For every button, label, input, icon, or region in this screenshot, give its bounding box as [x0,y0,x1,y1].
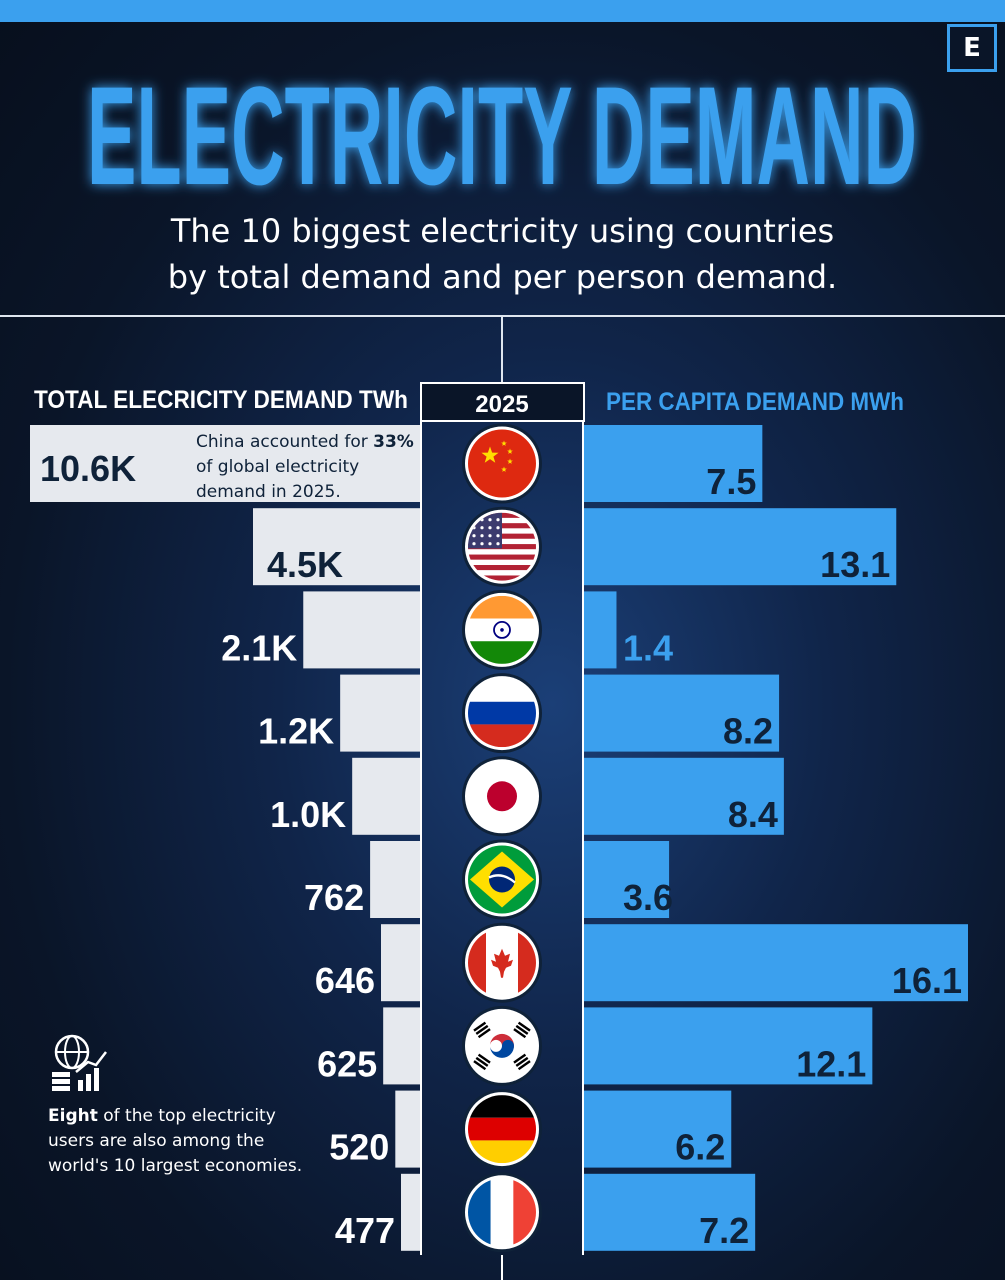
chart-row: 477 7.2 [335,1173,756,1251]
total-demand-bar [401,1173,421,1251]
per-capita-label: 8.2 [723,711,773,752]
footnote: Eight of the top electricity users are a… [48,1104,308,1179]
per-capita-label: 12.1 [796,1043,866,1084]
chart-row: 1.0K 8.4 [270,757,784,835]
total-demand-label: 4.5K [267,544,343,585]
svg-text:China accounted for 33%: China accounted for 33% of global electr… [196,432,419,502]
per-capita-bar [583,1173,756,1251]
header-divider [0,315,1005,317]
total-demand-bar [383,1007,421,1085]
total-demand-bar [352,757,421,835]
india-flag-icon [462,589,542,670]
footnote-bold: Eight [48,1106,98,1126]
chart-header: TOTAL ELECRICITY DEMAND TWh 2025 PER CAP… [34,382,904,422]
brand-logo: E [947,24,997,72]
per-capita-label: 8.4 [728,794,778,835]
per-capita-bar [583,425,763,502]
year-box [420,382,585,422]
globe-chart-icon [52,1034,107,1091]
chart-row: 625 12.1 [317,1007,873,1085]
right-axis-label: PER CAPITA DEMAND MWh [606,388,904,416]
per-capita-label: 13.1 [820,544,890,585]
per-capita-label: 3.6 [623,877,673,918]
total-demand-label: 762 [304,877,364,918]
chart-rows: 10.6K 7.5 4.5K 13.1 2.1K 1.4 1.2K 8.2 1.0K 8.4 762… [30,425,968,1251]
total-demand-bar [340,674,421,752]
total-demand-label: 1.2K [258,711,334,752]
chart-row: 10.6K 7.5 [30,425,763,502]
total-demand-bar [370,841,421,918]
per-capita-label: 1.4 [623,627,673,668]
per-capita-label: 16.1 [892,960,962,1001]
per-capita-bar [583,591,617,669]
total-demand-label: 520 [329,1127,389,1168]
per-capita-bar [583,1090,732,1168]
total-demand-bar [395,1090,421,1168]
total-demand-label: 646 [315,960,375,1001]
total-demand-bar [381,924,421,1002]
per-capita-label: 6.2 [675,1127,725,1168]
chart-row: 520 6.2 [329,1090,732,1168]
per-capita-label: 7.5 [706,461,756,502]
china-annotation: China accounted for 33% of global electr… [196,432,419,502]
title-graphic: ELECTRICITY DEMAND [87,57,917,204]
usa-flag-icon [462,506,542,587]
per-capita-bar [583,841,670,918]
france-flag-icon [462,1172,542,1253]
subtitle-line-1: The 10 biggest electricity using countri… [170,212,835,250]
annotation-text-1: China accounted for [196,432,373,452]
total-demand-bar [253,508,421,586]
russia-flag-icon [462,673,542,754]
south-korea-flag-icon [462,1005,542,1086]
total-demand-label: 2.1K [221,627,297,668]
subtitle-line-2: by total demand and per person demand. [167,258,838,296]
germany-flag-icon [462,1089,542,1170]
chart-row: 2.1K 1.4 [221,591,673,669]
total-demand-bar [30,425,421,502]
total-demand-label: 625 [317,1043,377,1084]
year-label: 2025 [475,391,528,418]
left-axis-label: TOTAL ELECRICITY DEMAND TWh [34,386,408,414]
total-demand-label: 10.6K [40,448,136,489]
per-capita-bar [583,508,897,586]
subtitle: The 10 biggest electricity using countri… [0,208,1005,300]
annotation-bold: 33% [373,432,414,452]
chart-row: 4.5K 13.1 [253,508,897,586]
annotation-text-2: of global electricity [196,457,359,477]
per-capita-bar [583,674,780,752]
per-capita-label: 7.2 [699,1210,749,1251]
canada-flag-icon [462,922,542,1003]
top-accent-stripe [0,0,1005,22]
page-title: ELECTRICITY DEMAND [87,57,917,204]
japan-flag-icon [462,756,542,837]
per-capita-bar [583,1007,873,1085]
footnote-text: of the top electricity users are also am… [48,1106,303,1176]
chart-row: 762 3.6 [304,841,673,918]
chart-row: 646 16.1 [315,924,968,1002]
chart-row: 1.2K 8.2 [258,674,780,752]
total-demand-label: 477 [335,1210,395,1251]
center-connector [501,317,503,382]
total-demand-bar [303,591,421,669]
per-capita-bar [583,757,784,835]
china-flag-icon [462,423,542,504]
total-demand-label: 1.0K [270,794,346,835]
annotation-text-3: demand in 2025. [196,482,341,502]
brazil-flag-icon [462,839,542,920]
per-capita-bar [583,924,968,1002]
chart: TOTAL ELECRICITY DEMAND TWh 2025 PER CAP… [30,382,968,1280]
flag-column [462,423,542,1253]
